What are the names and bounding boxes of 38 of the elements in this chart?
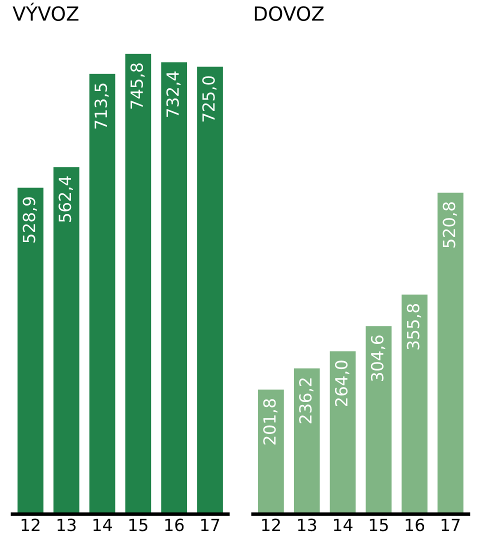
bar: [18, 188, 44, 514]
x-tick-label: 15: [370, 518, 388, 532]
x-tick-label: 13: [58, 518, 76, 532]
x-tick-label: 16: [406, 518, 424, 532]
data-label: 520,8: [442, 202, 458, 248]
data-label: 528,9: [22, 197, 38, 243]
x-tick-label: 17: [201, 518, 220, 531]
bar: [197, 66, 223, 514]
bar: [53, 167, 80, 514]
data-label: 732,4: [166, 71, 181, 117]
chart-title: DOVOZ: [254, 6, 324, 21]
data-label: 562,4: [58, 176, 73, 222]
data-label: 304,6: [370, 336, 386, 381]
bar: [438, 192, 464, 514]
data-label: 713,5: [94, 84, 109, 129]
bar: [402, 294, 428, 514]
x-tick-label: 12: [262, 518, 280, 531]
bar: [294, 368, 320, 514]
x-tick-label: 12: [22, 518, 40, 531]
bar: [125, 54, 152, 514]
data-label: 201,8: [263, 399, 278, 444]
data-label: 725,0: [202, 76, 217, 122]
data-label: 745,8: [130, 63, 145, 109]
data-label: 264,0: [334, 360, 350, 406]
bar: [330, 351, 356, 514]
bar: [161, 62, 188, 514]
x-tick-label: 13: [298, 518, 316, 532]
bar: [366, 326, 392, 514]
x-tick-label: 17: [442, 518, 460, 531]
bar: [258, 390, 284, 514]
x-tick-label: 16: [165, 518, 184, 532]
data-label: 236,2: [299, 378, 314, 424]
data-label: 355,8: [406, 304, 422, 350]
x-tick-label: 15: [129, 518, 148, 532]
x-tick-label: 14: [334, 518, 352, 531]
chart-title: VÝVOZ: [12, 2, 78, 21]
x-tick-label: 14: [94, 518, 112, 531]
bar: [89, 74, 116, 514]
